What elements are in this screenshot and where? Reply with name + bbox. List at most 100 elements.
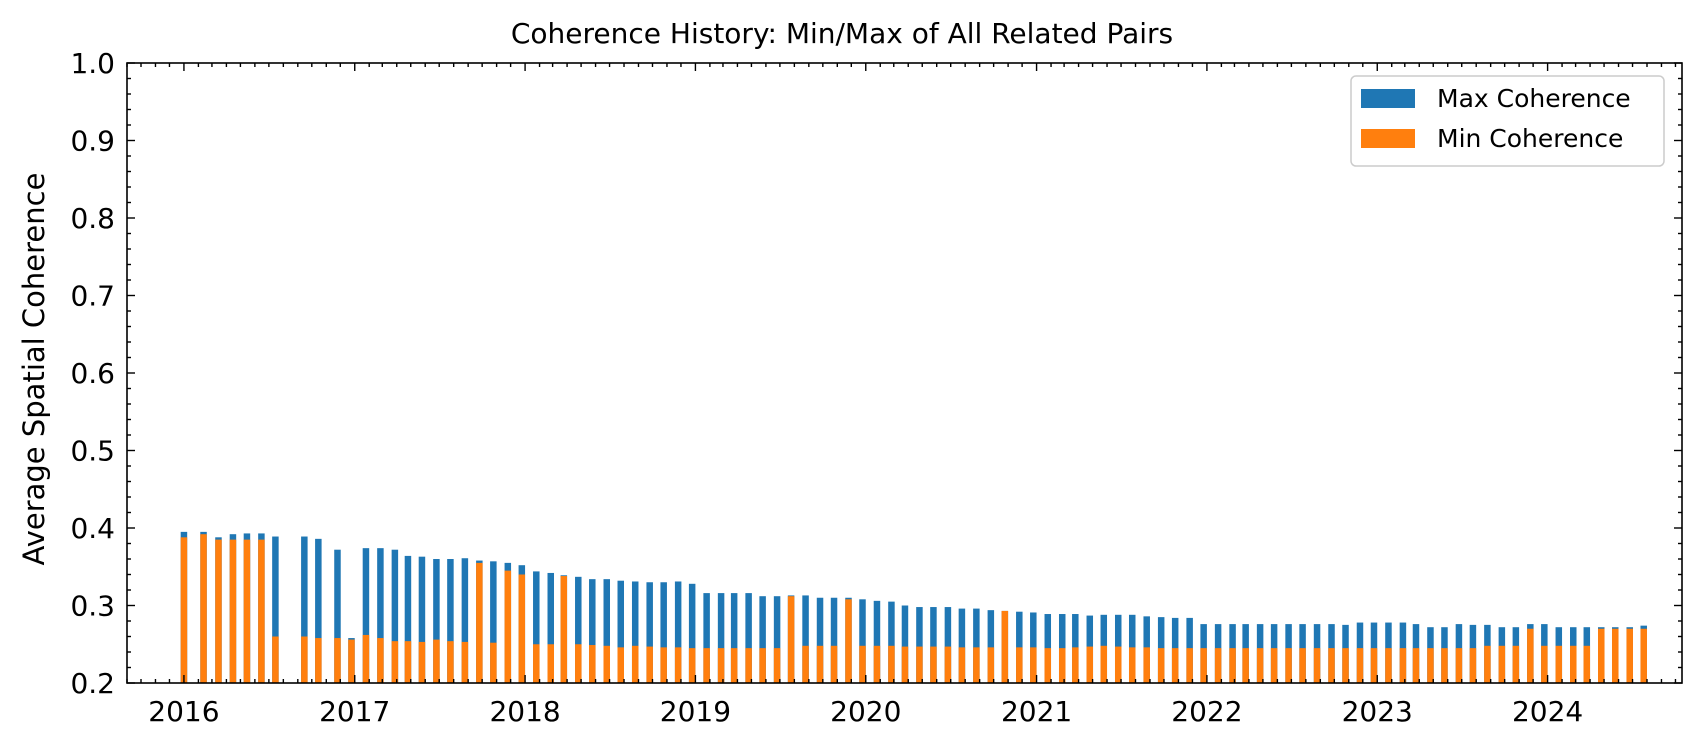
bar-max (773, 596, 781, 683)
bar-min (1128, 647, 1136, 683)
bar-min (1044, 648, 1052, 683)
bar-min (1498, 645, 1506, 683)
y-tick-label: 0.8 (70, 202, 115, 235)
bar-min (547, 644, 555, 683)
bar-max (973, 608, 980, 683)
bar-min (916, 646, 923, 683)
bar-min (1469, 648, 1477, 683)
bar-min (1527, 628, 1534, 683)
bar-min (1370, 648, 1378, 683)
legend-label-max: Max Coherence (1437, 84, 1631, 113)
bar-max (533, 571, 540, 683)
bar-min (688, 648, 696, 683)
bar-max (802, 595, 809, 683)
bar-max (631, 581, 639, 683)
bar-min (717, 648, 725, 683)
bar-min (272, 636, 279, 683)
bar-min (745, 648, 752, 683)
bar-max (646, 582, 653, 683)
bar-max (944, 607, 952, 683)
bar-min (334, 638, 341, 683)
bar-min (229, 539, 237, 683)
bar-max (377, 548, 384, 683)
bar-min (1270, 648, 1278, 683)
bar-min (1242, 648, 1249, 683)
bar-min (377, 638, 384, 683)
bar-min (973, 647, 980, 683)
bar-min (802, 645, 809, 683)
bar-min (830, 645, 838, 683)
bar-min (1001, 610, 1009, 683)
bar-max (674, 581, 682, 683)
bar-max (547, 572, 555, 683)
bar-min (575, 644, 582, 683)
bar-min (1512, 645, 1520, 683)
bar-min (589, 645, 596, 683)
bar-min (362, 634, 370, 683)
bar-max (617, 580, 625, 683)
bar-max (930, 607, 937, 683)
legend: Max Coherence Min Coherence (1350, 75, 1665, 167)
bar-min (773, 648, 781, 683)
legend-box (1350, 75, 1665, 167)
bar-min (1030, 647, 1037, 683)
bar-min (888, 645, 895, 683)
y-tick-label: 1.0 (70, 47, 115, 80)
bar-min (504, 570, 512, 683)
bar-min (476, 562, 483, 683)
bar-min (180, 537, 188, 683)
bar-min (391, 641, 399, 683)
bar-min (703, 648, 710, 683)
x-tick-label: 2021 (1001, 695, 1072, 728)
bar-max (418, 556, 426, 683)
bar-min (1214, 648, 1222, 683)
bar-max (362, 548, 370, 683)
bar-min (1441, 648, 1448, 683)
bar-min (447, 641, 454, 683)
bar-max (461, 558, 469, 683)
bar-min (418, 641, 426, 683)
bar-min (1313, 648, 1321, 683)
x-tick-label: 2024 (1512, 695, 1583, 728)
plot-area-frame (126, 62, 1683, 684)
bar-min (1256, 648, 1264, 683)
x-tick-label: 2023 (1342, 695, 1413, 728)
bar-min (859, 645, 866, 683)
bar-min (215, 539, 222, 683)
bar-min (730, 648, 738, 683)
bar-max (859, 599, 866, 683)
y-tick-label: 0.4 (70, 512, 115, 545)
bar-min (1427, 648, 1434, 683)
bar-max (830, 597, 838, 683)
bar-max (447, 559, 454, 683)
bar-min (1285, 648, 1292, 683)
x-tick-label: 2016 (148, 695, 219, 728)
bar-min (200, 534, 207, 683)
bar-max (589, 579, 596, 683)
legend-swatch-min (1361, 129, 1415, 148)
bar-min (1570, 645, 1577, 683)
bar-max (315, 538, 322, 683)
bar-max (688, 583, 696, 683)
bar-max (916, 607, 923, 683)
bar-min (1612, 628, 1619, 683)
bar-min (243, 539, 251, 683)
bar-min (1200, 648, 1207, 683)
bar-min (1583, 645, 1591, 683)
bar-min (660, 647, 667, 683)
legend-label-min: Min Coherence (1437, 124, 1623, 153)
bar-max (391, 549, 399, 683)
bar-min (1356, 648, 1364, 683)
bar-max (703, 593, 710, 683)
axis-ticks: 0.2 0.3 0.4 0.5 0.6 0.7 0.8 0.9 1.0 2016 2017 2018 2… (70, 47, 1682, 728)
bar-max (816, 597, 824, 683)
x-tick-label: 2019 (660, 695, 731, 728)
y-tick-label: 0.2 (70, 667, 115, 700)
bar-max (660, 582, 667, 683)
bar-min (1016, 647, 1023, 683)
legend-swatch-max (1361, 89, 1415, 108)
bar-min (518, 574, 526, 683)
y-tick-label: 0.6 (70, 357, 115, 390)
bar-min (1412, 648, 1420, 683)
